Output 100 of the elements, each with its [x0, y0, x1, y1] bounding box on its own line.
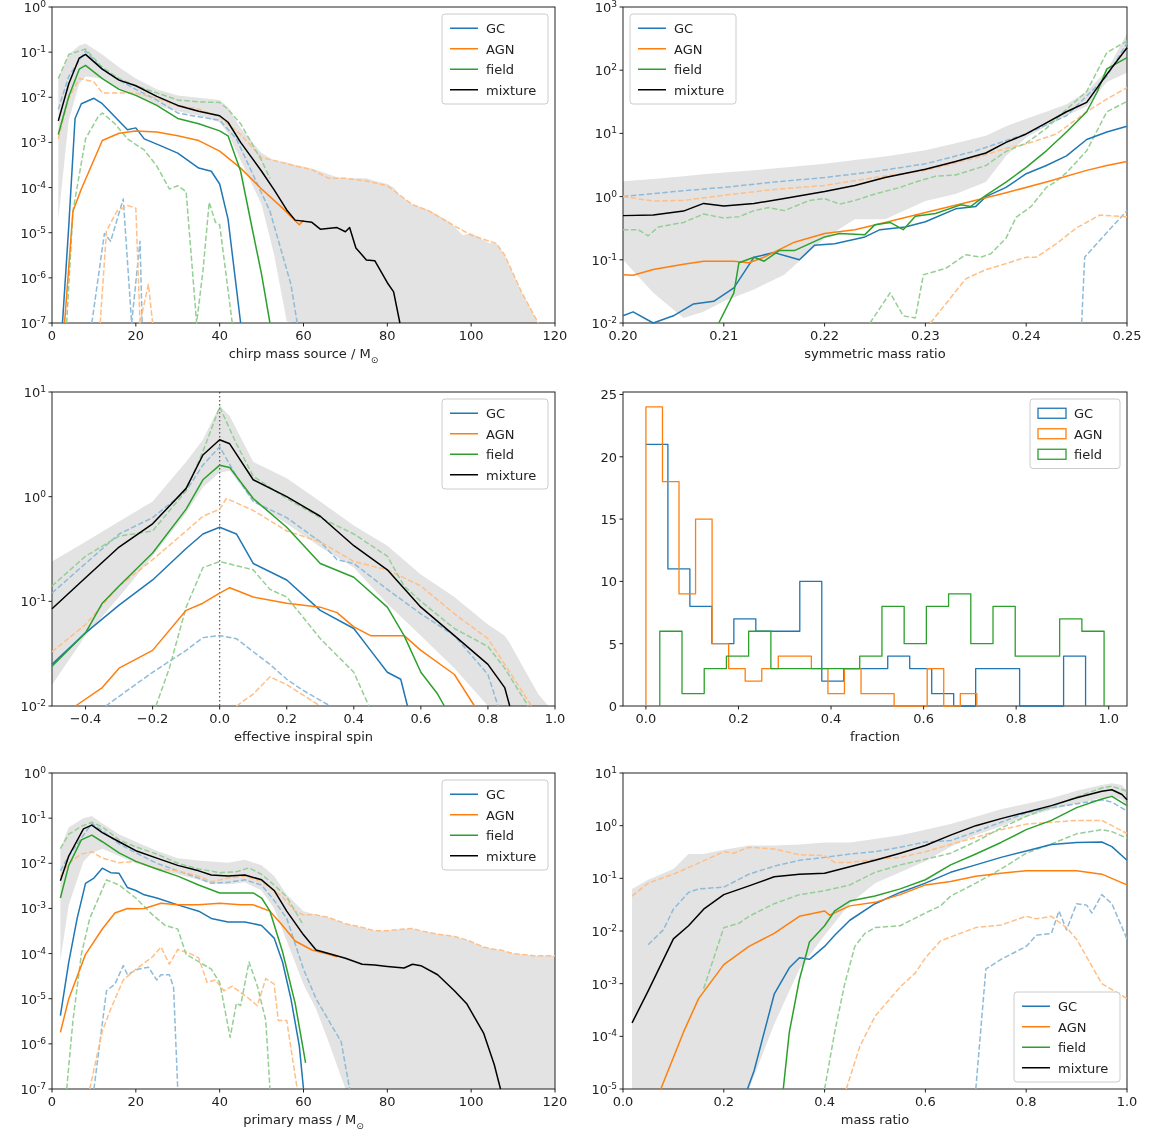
x-tick-label: 0.2 [276, 711, 298, 726]
y-tick-label: 10$^{-6}$ [20, 1035, 47, 1052]
line-series [99, 204, 154, 324]
y-tick-label: 10$^{0}$ [23, 488, 47, 505]
y-tick-label: 10$^{-6}$ [20, 269, 47, 286]
line-series [104, 634, 332, 707]
y-tick-label: 10$^{-2}$ [20, 698, 46, 714]
y-tick-label: 10$^{-1}$ [591, 870, 617, 887]
line-series [622, 125, 1128, 324]
x-tick-label: 0.22 [810, 328, 840, 343]
y-tick-label: 10$^{0}$ [594, 817, 618, 834]
x-tick-label: 20 [127, 1094, 145, 1109]
y-tick-label: 10 [600, 574, 617, 590]
x-tick-label: 0.20 [608, 328, 638, 343]
x-tick-label: 0 [47, 328, 57, 343]
y-tick-label: 10$^{0}$ [23, 0, 47, 15]
x-tick-label: 0.8 [1005, 711, 1027, 726]
line-series [975, 893, 1128, 1090]
x-tick-label: 0.6 [410, 711, 432, 726]
legend-label: GC [486, 405, 506, 421]
line-series [88, 946, 298, 1090]
x-tick-label: 80 [379, 1094, 396, 1109]
y-tick-label: 10$^{0}$ [23, 765, 47, 781]
y-tick-label: 15 [600, 512, 617, 528]
y-tick-label: 10$^{-5}$ [20, 990, 46, 1007]
y-tick-label: 10$^{2}$ [594, 62, 617, 79]
legend-label: AGN [486, 807, 515, 823]
y-tick-label: 10$^{0}$ [594, 188, 618, 205]
y-tick-label: 10$^{-2}$ [591, 923, 617, 939]
line-series [622, 86, 1128, 202]
y-tick-label: 10$^{-5}$ [591, 1081, 617, 1097]
legend-label: mixture [486, 467, 537, 483]
y-tick-label: 10$^{1}$ [23, 384, 46, 400]
y-tick-label: 10$^{1}$ [594, 765, 617, 781]
y-tick-label: 10$^{-5}$ [20, 224, 46, 241]
y-tick-label: 10$^{-1}$ [20, 593, 46, 610]
legend-label: field [674, 61, 703, 77]
x-axis-title: symmetric mass ratio [804, 346, 946, 361]
x-tick-label: 0.0 [635, 711, 657, 726]
x-tick-label: 120 [542, 1094, 568, 1109]
x-tick-label: 0.8 [1015, 1094, 1037, 1109]
legend-label: AGN [486, 426, 515, 442]
x-axis-title: mass ratio [840, 1112, 910, 1127]
x-tick-label: 40 [211, 1094, 228, 1109]
legend-label: AGN [486, 41, 515, 57]
line-series [57, 64, 271, 324]
line-series [622, 160, 1128, 276]
y-tick-label: 5 [608, 636, 617, 652]
y-tick-label: 10$^{-4}$ [20, 945, 47, 962]
x-tick-label: 0.25 [1112, 328, 1142, 343]
x-tick-label: 0.23 [910, 328, 940, 343]
y-tick-label: 20 [600, 449, 617, 465]
x-tick-label: 0 [47, 1094, 57, 1109]
legend-label: GC [1074, 405, 1094, 421]
x-axis-title: fraction [850, 729, 900, 744]
line-series [59, 867, 305, 1090]
legend-label: AGN [1074, 426, 1103, 442]
x-axis-title: effective inspiral spin [233, 729, 374, 744]
x-tick-label: 1.0 [1098, 711, 1120, 726]
x-axis-title: primary mass / M$_{⊙}$ [243, 1112, 364, 1131]
line-series [235, 676, 322, 707]
y-tick-label: 10$^{-3}$ [20, 134, 47, 151]
legend-label: field [486, 61, 515, 77]
line-series [660, 869, 1128, 1090]
x-tick-label: 1.0 [544, 711, 566, 726]
line-series [155, 560, 370, 707]
line-series [59, 902, 338, 1034]
line-series [65, 879, 271, 1090]
line-series [929, 214, 1128, 324]
legend-label: field [1074, 446, 1103, 462]
legend-label: GC [486, 786, 506, 802]
line-series [631, 819, 1128, 897]
line-series [59, 851, 556, 957]
line-series [845, 915, 1128, 1090]
line-series [74, 586, 476, 707]
legend-label: GC [1058, 998, 1078, 1014]
x-axis-title: chirp mass source / M$_{⊙}$ [228, 346, 379, 365]
x-tick-label: 0.6 [913, 711, 934, 726]
y-tick-label: 10$^{-2}$ [591, 315, 617, 331]
line-series [51, 497, 533, 707]
y-tick-label: 10$^{-1}$ [20, 44, 46, 61]
x-tick-label: 100 [458, 328, 484, 343]
legend-label: mixture [674, 82, 725, 98]
x-tick-label: 0.2 [728, 711, 749, 726]
legend-label: GC [674, 20, 694, 36]
line-series [702, 785, 1128, 990]
x-tick-label: 20 [127, 328, 145, 343]
y-tick-label: 25 [600, 387, 617, 403]
line-series [1080, 209, 1128, 324]
legend-label: mixture [486, 82, 537, 98]
x-tick-label: 120 [542, 328, 568, 343]
y-tick-label: 10$^{-7}$ [20, 315, 47, 331]
y-tick-label: 10$^{-2}$ [20, 855, 46, 872]
line-series [869, 100, 1128, 324]
y-tick-label: 10$^{-3}$ [20, 900, 47, 917]
x-tick-label: 0.24 [1011, 328, 1041, 343]
x-tick-label: 100 [458, 1094, 484, 1109]
x-tick-label: 40 [211, 328, 228, 343]
x-tick-label: 0.0 [209, 711, 231, 726]
line-series [59, 822, 351, 1090]
